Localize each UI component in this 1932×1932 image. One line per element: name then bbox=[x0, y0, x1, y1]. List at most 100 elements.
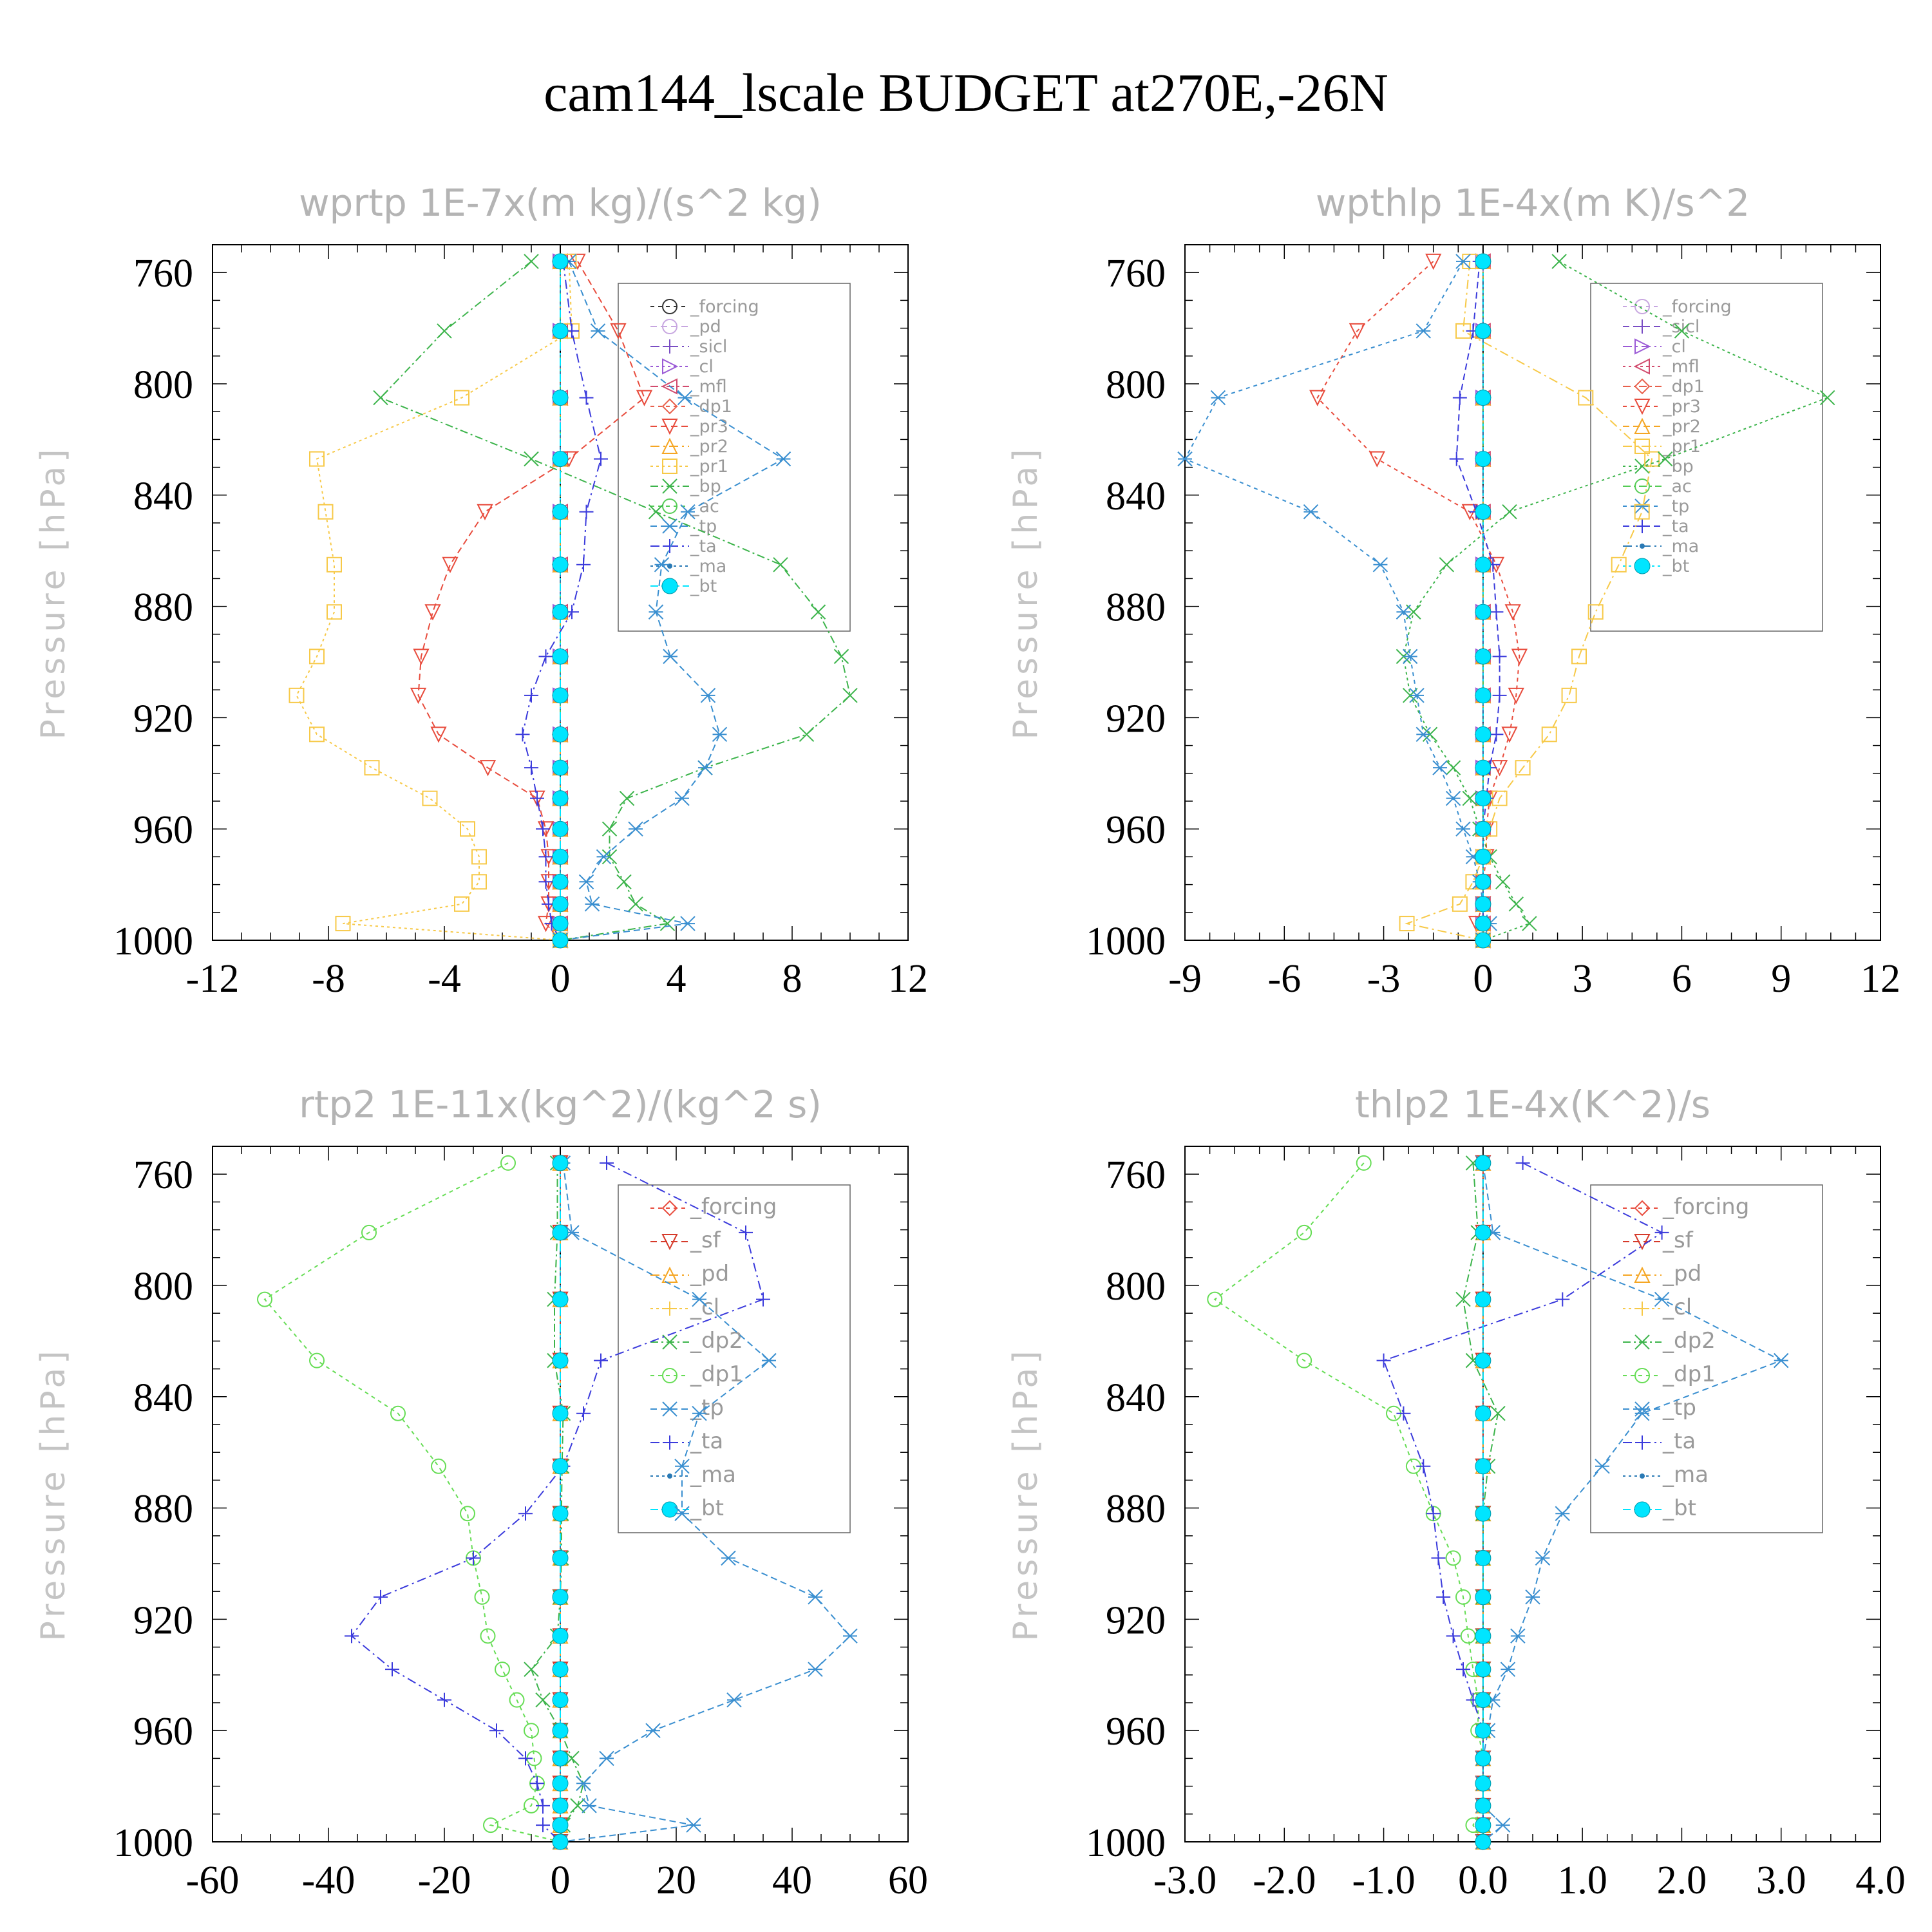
legend-marker bbox=[662, 358, 679, 375]
data-point bbox=[680, 504, 696, 520]
data-point bbox=[1296, 1224, 1312, 1240]
data-point bbox=[1431, 1551, 1446, 1566]
y-tick-label: 960 bbox=[1106, 808, 1166, 852]
data-point bbox=[1555, 1506, 1570, 1521]
data-point bbox=[437, 323, 452, 339]
data-point bbox=[1475, 1722, 1492, 1739]
legend-marker bbox=[1640, 1473, 1645, 1479]
data-point bbox=[808, 1662, 823, 1677]
data-point bbox=[1475, 323, 1492, 339]
data-point bbox=[576, 1776, 591, 1791]
legend-marker bbox=[661, 437, 678, 454]
data-point bbox=[552, 848, 569, 865]
figure-title: cam144_lscale BUDGET at270E,-26N bbox=[544, 63, 1388, 123]
data-point bbox=[584, 896, 600, 912]
data-point bbox=[648, 504, 664, 520]
data-point bbox=[477, 504, 493, 520]
legend-marker bbox=[661, 378, 677, 395]
series-line bbox=[560, 1162, 851, 1842]
data-point bbox=[1475, 1750, 1492, 1766]
data-point bbox=[1475, 848, 1492, 865]
data-point bbox=[1634, 504, 1650, 520]
data-point bbox=[594, 1353, 608, 1368]
legend-marker bbox=[662, 498, 677, 514]
legend-label: _sf bbox=[1662, 1227, 1694, 1253]
x-tick-label: -9 bbox=[1168, 957, 1202, 1001]
legend-label: _sicl bbox=[690, 337, 727, 357]
x-tick-label: -2.0 bbox=[1253, 1859, 1316, 1902]
data-point bbox=[1475, 1224, 1492, 1241]
x-tick-label: -8 bbox=[312, 957, 345, 1001]
legend-marker bbox=[662, 1368, 677, 1383]
data-point bbox=[1475, 451, 1492, 468]
series-line bbox=[417, 261, 645, 941]
data-point bbox=[1490, 1406, 1506, 1421]
data-point bbox=[1501, 726, 1518, 743]
panel-4: -3.0 -2.0 -1.0 0.0 1.0 2.0 3.0 4.0 760 800 840 880 9… bbox=[1007, 1083, 1906, 1902]
legend-marker bbox=[662, 478, 677, 494]
series-dp1 bbox=[257, 1155, 568, 1850]
data-point bbox=[500, 1155, 516, 1171]
data-point bbox=[1475, 1405, 1492, 1422]
data-point bbox=[530, 791, 544, 806]
data-point bbox=[1475, 603, 1492, 620]
legend-label: _sf bbox=[690, 1227, 721, 1253]
data-point bbox=[1446, 1629, 1461, 1643]
x-tick-label: 60 bbox=[888, 1859, 928, 1902]
series-line bbox=[1403, 261, 1830, 941]
data-point bbox=[619, 790, 635, 806]
data-point bbox=[1654, 1291, 1670, 1307]
series-ta bbox=[515, 254, 608, 947]
y-tick-label: 800 bbox=[1106, 363, 1166, 407]
data-point bbox=[842, 688, 858, 703]
data-point bbox=[1475, 1155, 1492, 1171]
x-tick-label: -40 bbox=[302, 1859, 355, 1902]
data-point bbox=[576, 557, 591, 572]
x-tick-label: -3.0 bbox=[1153, 1859, 1217, 1902]
legend-label: _dp2 bbox=[1662, 1328, 1716, 1354]
legend-marker bbox=[663, 1435, 677, 1450]
y-tick-label: 760 bbox=[1106, 252, 1166, 296]
data-point bbox=[697, 760, 713, 775]
data-point bbox=[515, 727, 530, 742]
data-point bbox=[373, 390, 388, 406]
x-tick-label: -60 bbox=[186, 1859, 240, 1902]
data-point bbox=[524, 688, 538, 703]
data-point bbox=[1522, 916, 1537, 931]
legend-marker bbox=[663, 339, 677, 354]
x-tick-label: 12 bbox=[1861, 957, 1900, 1001]
y-tick-label: 960 bbox=[133, 808, 193, 852]
data-point bbox=[552, 1224, 569, 1241]
data-point bbox=[524, 1723, 539, 1739]
legend-label: _pr2 bbox=[690, 437, 728, 457]
legend-label: _pr1 bbox=[1662, 437, 1701, 457]
data-point bbox=[552, 1817, 569, 1833]
panel-title: wpthlp 1E-4x(m K)/s^2 bbox=[1316, 181, 1750, 225]
series-dp2 bbox=[1455, 1155, 1506, 1850]
legend-marker bbox=[1634, 1266, 1651, 1283]
legend-marker bbox=[661, 419, 678, 435]
data-point bbox=[1396, 1406, 1411, 1421]
data-point bbox=[552, 323, 569, 339]
data-point bbox=[1409, 688, 1425, 703]
legend-label: _ta bbox=[1662, 1428, 1696, 1454]
data-point bbox=[599, 1750, 614, 1766]
legend-label: _ac bbox=[1662, 477, 1692, 497]
data-point bbox=[1515, 760, 1531, 776]
legend-label: _bp bbox=[1662, 457, 1694, 477]
y-tick-label: 800 bbox=[1106, 1265, 1166, 1309]
data-point bbox=[601, 821, 618, 837]
legend-label: _dp1 bbox=[1662, 1361, 1716, 1387]
data-point bbox=[1449, 451, 1464, 466]
data-point bbox=[1455, 1291, 1471, 1307]
data-point bbox=[756, 1292, 770, 1307]
legend-label: _tp bbox=[1662, 497, 1689, 516]
y-axis-label: Pressure [hPa] bbox=[1007, 446, 1045, 740]
y-tick-label: 760 bbox=[133, 1153, 193, 1197]
data-point bbox=[535, 1692, 551, 1708]
y-tick-label: 800 bbox=[133, 1265, 193, 1309]
data-point bbox=[1561, 687, 1577, 703]
series-line bbox=[263, 1162, 561, 1842]
series-ta bbox=[1449, 254, 1507, 947]
panel-1: -12 -8 -4 0 4 8 12 760 800 840 880 920 960 1000 wprtp … bbox=[34, 181, 928, 1001]
